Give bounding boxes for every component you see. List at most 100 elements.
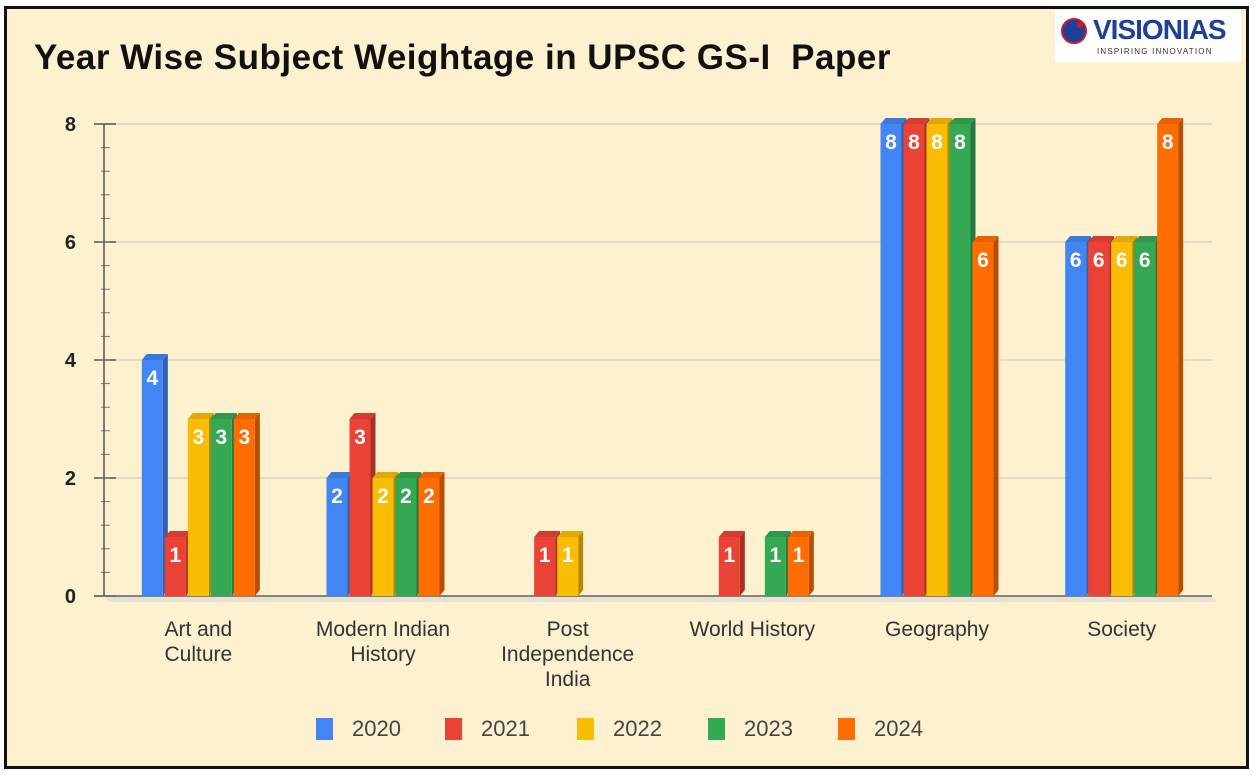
bar-top-2020 xyxy=(880,118,907,124)
bar-2021 xyxy=(718,537,740,596)
x-tick-label: Post xyxy=(547,618,589,641)
data-label: 6 xyxy=(1139,249,1151,272)
bar-2023 xyxy=(1134,242,1156,596)
data-label: 3 xyxy=(192,426,204,449)
bar-2023 xyxy=(395,478,417,596)
bar-2024 xyxy=(418,478,440,596)
bar-2021 xyxy=(349,419,371,596)
legend-item-2024: 2024 xyxy=(838,716,923,742)
data-label: 8 xyxy=(885,131,897,154)
data-label: 4 xyxy=(146,367,158,390)
x-tick-label: World History xyxy=(690,618,816,641)
bar-top-2022 xyxy=(557,531,584,537)
data-label: 1 xyxy=(723,544,735,567)
bar-top-2021 xyxy=(903,118,930,124)
y-tick-label: 0 xyxy=(65,586,76,608)
bar-top-2020 xyxy=(326,472,353,478)
logo-mark-icon xyxy=(1061,18,1087,44)
legend-label: 2021 xyxy=(481,716,530,741)
legend-item-2022: 2022 xyxy=(577,716,662,742)
bar-2022 xyxy=(1111,242,1133,596)
x-tick-label: Modern Indian xyxy=(316,618,450,641)
bar-2021 xyxy=(903,124,925,596)
bar-2023 xyxy=(764,537,786,596)
legend-swatch xyxy=(316,718,333,740)
bar-top-2024 xyxy=(787,531,814,537)
bar-top-2021 xyxy=(534,531,561,537)
bar-top-2021 xyxy=(718,531,745,537)
bar-2020 xyxy=(326,478,348,596)
data-label: 8 xyxy=(931,131,943,154)
y-tick-label: 4 xyxy=(65,350,77,372)
bar-2021 xyxy=(534,537,556,596)
legend-item-2020: 2020 xyxy=(316,716,401,742)
bar-side-2024 xyxy=(808,531,814,596)
logo-tagline: INSPIRING INNOVATION xyxy=(1097,47,1213,56)
legend-label: 2023 xyxy=(744,716,793,741)
bar-top-2023 xyxy=(395,472,422,478)
bar-2022 xyxy=(557,537,579,596)
bar-side-2022 xyxy=(578,531,584,596)
y-tick-label: 2 xyxy=(65,468,76,490)
bar-top-2022 xyxy=(187,413,214,419)
visionias-logo: VISIONIAS INSPIRING INNOVATION xyxy=(1055,10,1241,62)
x-tick-label: Geography xyxy=(885,618,989,641)
bar-2020 xyxy=(880,124,902,596)
bar-2024 xyxy=(1157,124,1179,596)
bar-side-2024 xyxy=(439,472,445,596)
bar-2023 xyxy=(949,124,971,596)
bar-top-2024 xyxy=(972,236,999,242)
bar-2023 xyxy=(210,419,232,596)
bar-2021 xyxy=(1088,242,1110,596)
data-label: 1 xyxy=(169,544,181,567)
legend-swatch xyxy=(838,718,855,740)
bar-2024 xyxy=(972,242,994,596)
legend-label: 2024 xyxy=(874,716,923,741)
data-label: 1 xyxy=(769,544,781,567)
bar-top-2021 xyxy=(349,413,376,419)
bar-top-2023 xyxy=(1134,236,1161,242)
x-tick-label: India xyxy=(545,668,591,691)
data-label: 3 xyxy=(238,426,250,449)
bar-top-2022 xyxy=(1111,236,1138,242)
x-tick-label: Culture xyxy=(164,643,232,666)
bar-top-2022 xyxy=(926,118,953,124)
data-label: 6 xyxy=(1093,249,1105,272)
bar-top-2023 xyxy=(949,118,976,124)
legend-swatch xyxy=(577,718,594,740)
bar-side-2021 xyxy=(739,531,745,596)
data-label: 8 xyxy=(1162,131,1174,154)
chart-floor xyxy=(104,596,1217,602)
bar-top-2022 xyxy=(372,472,399,478)
y-tick-label: 8 xyxy=(65,114,76,136)
bar-2020 xyxy=(1065,242,1087,596)
data-label: 3 xyxy=(215,426,227,449)
bar-side-2024 xyxy=(993,236,999,596)
bar-2022 xyxy=(926,124,948,596)
data-label: 2 xyxy=(423,485,435,508)
bar-side-2024 xyxy=(254,413,260,596)
bar-2024 xyxy=(233,419,255,596)
x-tick-label: Society xyxy=(1087,618,1156,641)
data-label: 6 xyxy=(1116,249,1128,272)
bar-top-2023 xyxy=(210,413,237,419)
bar-2024 xyxy=(787,537,809,596)
bar-top-2024 xyxy=(418,472,445,478)
data-label: 2 xyxy=(331,485,343,508)
legend-swatch xyxy=(445,718,462,740)
legend-label: 2022 xyxy=(613,716,662,741)
data-label: 6 xyxy=(1070,249,1082,272)
x-tick-label: Independence xyxy=(501,643,634,666)
legend-label: 2020 xyxy=(352,716,401,741)
bar-top-2021 xyxy=(1088,236,1115,242)
bar-top-2023 xyxy=(764,531,791,537)
bar-2020 xyxy=(141,360,163,596)
bar-2021 xyxy=(164,537,186,596)
bar-top-2020 xyxy=(141,354,168,360)
bar-2022 xyxy=(372,478,394,596)
legend-swatch xyxy=(708,718,725,740)
chart-title: Year Wise Subject Weightage in UPSC GS-I… xyxy=(34,38,891,77)
y-tick-label: 6 xyxy=(65,232,76,254)
chart-legend: 2020 2021 2022 2023 2024 xyxy=(0,716,1257,744)
